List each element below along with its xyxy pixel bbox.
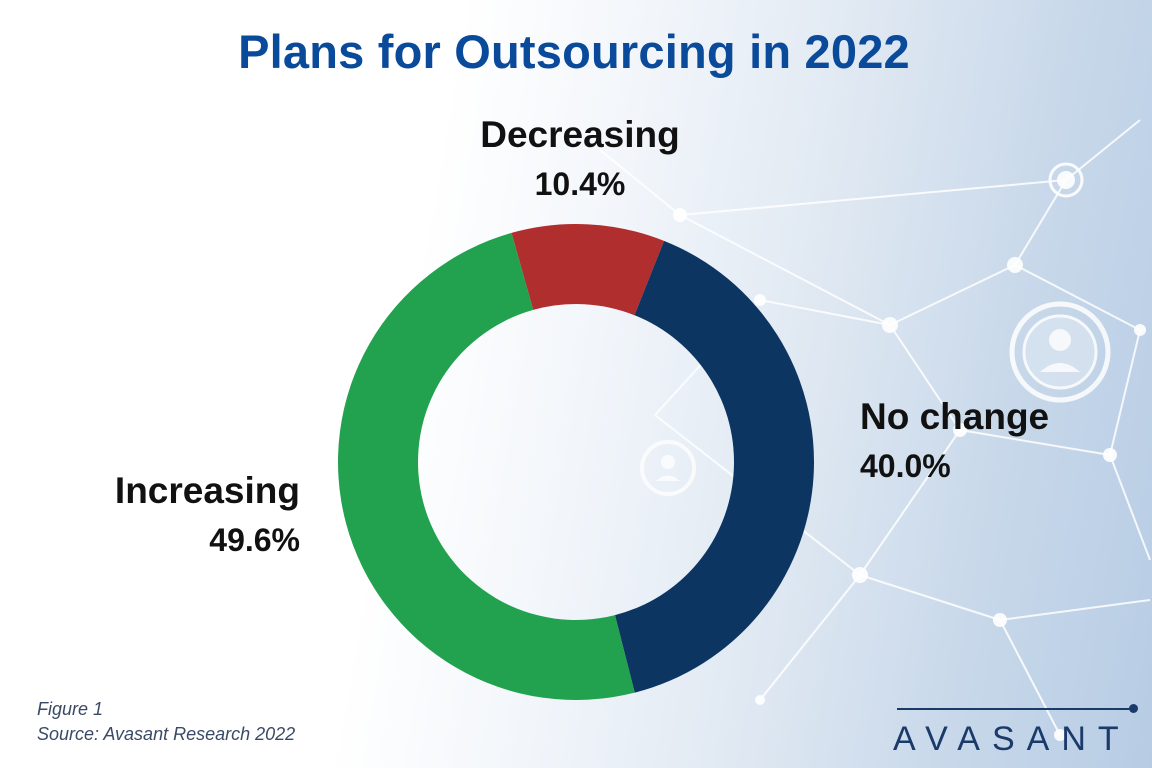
donut-slices [337, 223, 815, 701]
figure-number: Figure 1 [37, 699, 104, 719]
label-decreasing: Decreasing 10.4% [430, 116, 730, 200]
chart-title: Plans for Outsourcing in 2022 [238, 25, 910, 78]
donut-slice-decreasing [511, 223, 665, 316]
logo-line [897, 708, 1132, 710]
value-label-no-change: 40.0% [860, 448, 951, 484]
person-icon-large [1009, 301, 1111, 403]
label-no-change: No change 40.0% [860, 398, 1049, 482]
category-label-increasing: Increasing [114, 470, 300, 511]
label-increasing: Increasing 49.6% [0, 472, 300, 556]
value-label-increasing: 49.6% [209, 522, 300, 558]
figure-source-note: Figure 1 Source: Avasant Research 2022 [37, 697, 295, 747]
person-icon-small [640, 440, 696, 496]
network-nodes [673, 162, 1146, 741]
value-label-decreasing: 10.4% [534, 166, 626, 202]
logo-wordmark: AVASANT [893, 720, 1131, 758]
logo-dot [1129, 704, 1138, 713]
donut-slice-increasing [337, 232, 635, 701]
figure-source: Source: Avasant Research 2022 [37, 724, 296, 744]
avasant-logo: AVASANT [893, 700, 1143, 758]
category-label-no-change: No change [860, 396, 1050, 437]
category-label-decreasing: Decreasing [480, 114, 680, 155]
donut-slice-no-change [614, 240, 815, 693]
